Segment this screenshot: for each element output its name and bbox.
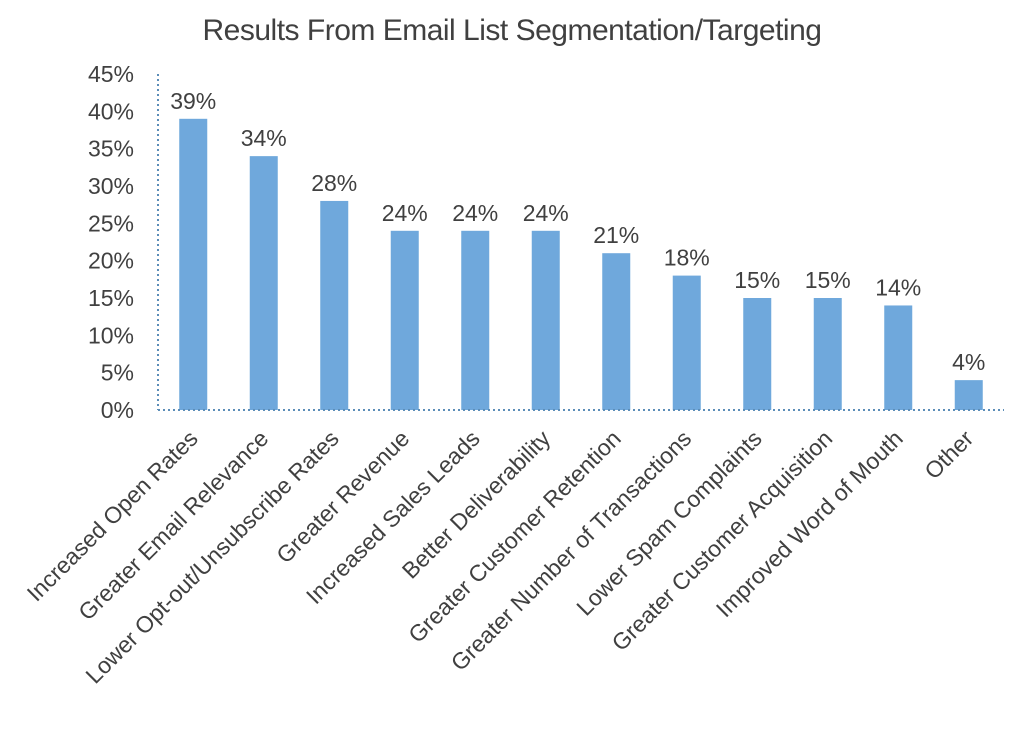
data-labels: 39% 34% 28% 24% 24% 24% 21% 18% 15% 15% 14% 4% [170, 88, 985, 375]
bar [390, 230, 419, 410]
data-label: 15% [805, 267, 851, 293]
data-label: 34% [241, 125, 287, 151]
x-tick-label: Lower Opt-out/Unsubscribe Rates [80, 425, 343, 688]
bars [179, 118, 983, 411]
bar [531, 230, 560, 410]
bar [461, 230, 490, 410]
y-tick-label: 25% [88, 210, 134, 236]
bar [884, 305, 913, 410]
bar [179, 118, 208, 411]
y-tick-label: 15% [88, 285, 134, 311]
data-label: 28% [311, 170, 357, 196]
y-tick-label: 45% [88, 61, 134, 87]
data-label: 39% [170, 88, 216, 114]
data-label: 18% [664, 245, 710, 271]
y-tick-label: 5% [101, 360, 134, 386]
bar [320, 200, 349, 410]
bar [954, 380, 983, 410]
data-label: 14% [875, 274, 921, 300]
data-label: 24% [382, 200, 428, 226]
y-tick-label: 0% [101, 397, 134, 423]
bar [813, 298, 842, 410]
data-label: 4% [952, 349, 985, 375]
data-label: 21% [593, 222, 639, 248]
bar [672, 275, 701, 410]
y-tick-label: 30% [88, 173, 134, 199]
chart-title: Results From Email List Segmentation/Tar… [202, 14, 822, 47]
bar [602, 253, 631, 410]
x-tick-label: Other [919, 425, 978, 484]
bar [743, 298, 772, 410]
y-tick-label: 20% [88, 248, 134, 274]
bar [249, 156, 278, 410]
data-label: 24% [452, 200, 498, 226]
x-tick-label: Greater Revenue [271, 425, 414, 568]
y-tick-label: 40% [88, 98, 134, 124]
y-tick-label: 10% [88, 322, 134, 348]
data-label: 24% [523, 200, 569, 226]
y-axis: 0% 5% 10% 15% 20% 25% 30% 35% 40% 45% [88, 61, 159, 423]
data-label: 15% [734, 267, 780, 293]
y-tick-label: 35% [88, 136, 134, 162]
